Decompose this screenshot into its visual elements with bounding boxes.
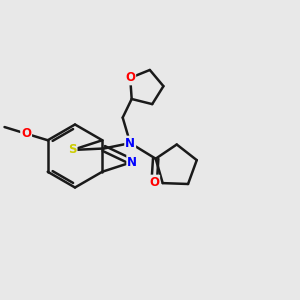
Text: S: S — [68, 143, 76, 157]
Text: O: O — [149, 176, 159, 189]
Text: N: N — [127, 155, 137, 169]
Text: O: O — [125, 71, 135, 84]
Text: O: O — [21, 127, 31, 140]
Text: N: N — [125, 136, 135, 150]
